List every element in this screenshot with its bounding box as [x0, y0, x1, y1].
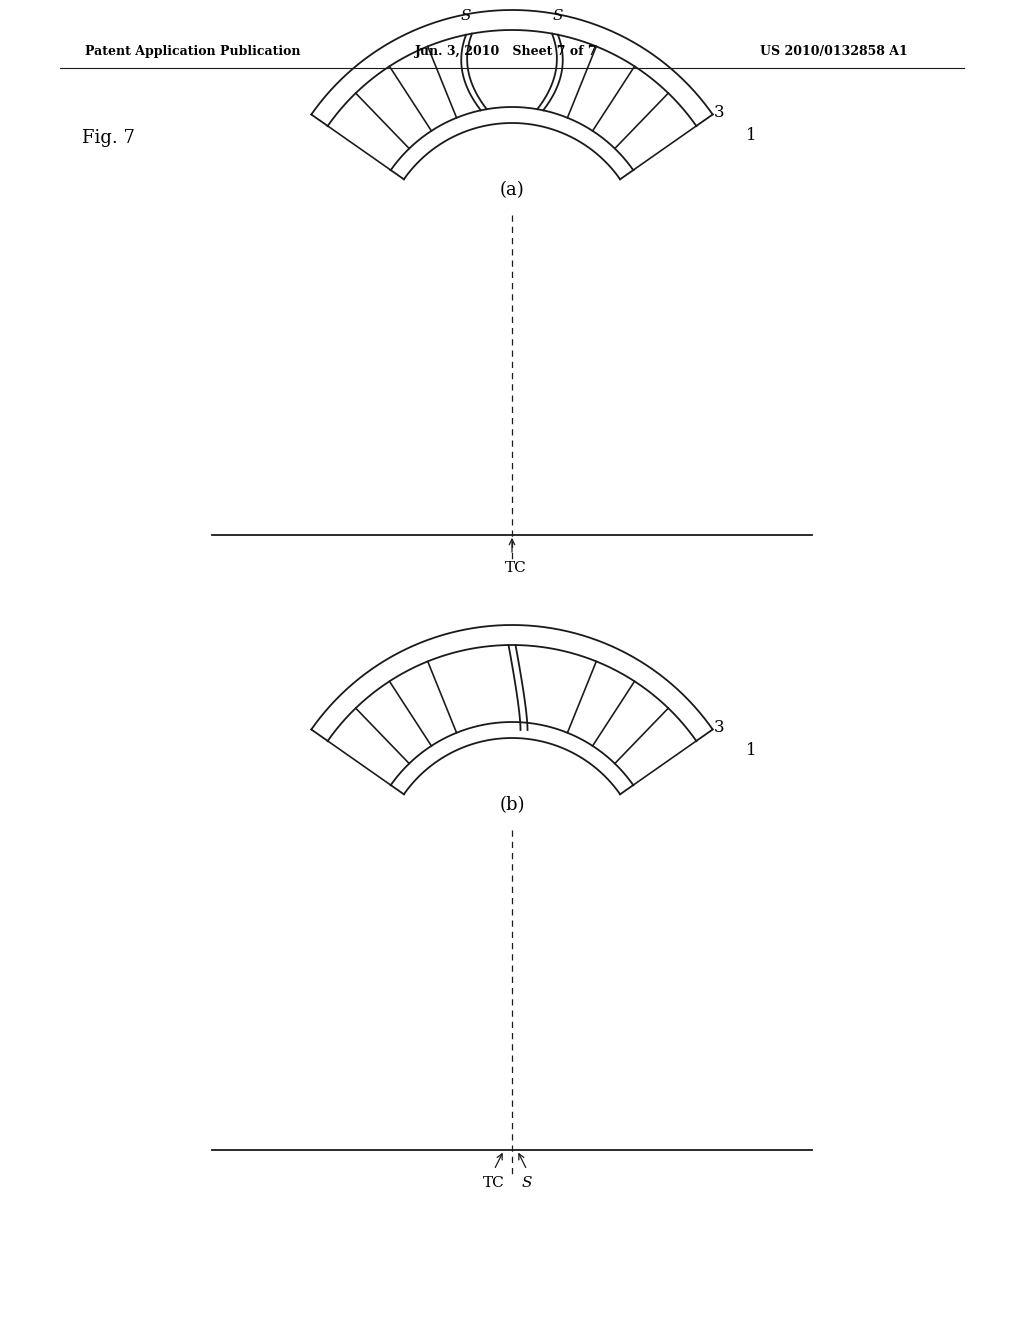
Text: 3: 3: [714, 719, 724, 735]
Text: Fig. 7: Fig. 7: [82, 129, 135, 147]
Text: TC: TC: [483, 1176, 505, 1191]
Text: (b): (b): [500, 796, 524, 814]
Text: (a): (a): [500, 181, 524, 199]
Text: TC: TC: [505, 561, 527, 576]
Text: S: S: [553, 9, 563, 24]
Text: Patent Application Publication: Patent Application Publication: [85, 45, 300, 58]
Text: S: S: [522, 1176, 532, 1191]
Text: S: S: [461, 9, 471, 24]
Text: 1: 1: [746, 742, 757, 759]
Text: Jun. 3, 2010   Sheet 7 of 7: Jun. 3, 2010 Sheet 7 of 7: [415, 45, 598, 58]
Text: 3: 3: [714, 104, 724, 121]
Text: US 2010/0132858 A1: US 2010/0132858 A1: [760, 45, 907, 58]
Text: 1: 1: [746, 127, 757, 144]
